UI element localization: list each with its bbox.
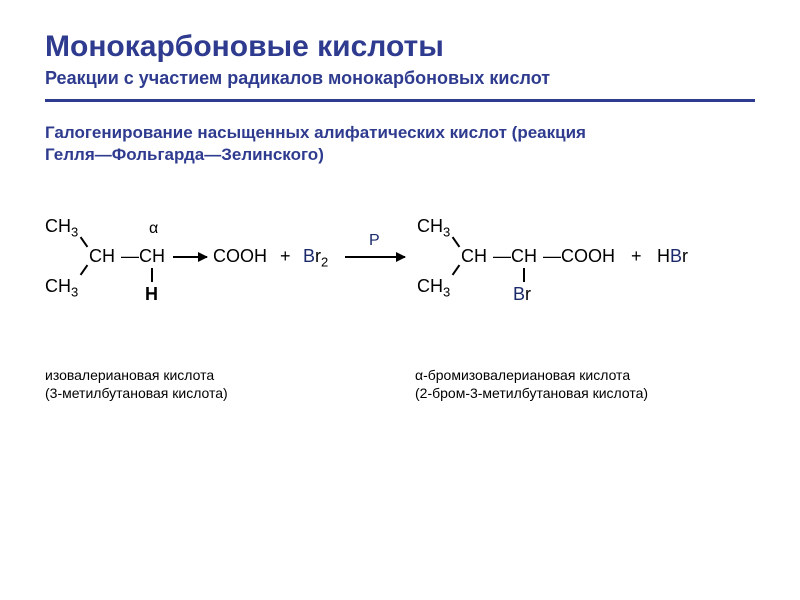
slide-subtitle: Реакции с участием радикалов монокарбоно… xyxy=(45,68,755,89)
alpha-label: α xyxy=(149,220,158,238)
slide-title: Монокарбоновые кислоты xyxy=(45,30,755,64)
right-ch3-top: CH3 xyxy=(417,216,450,240)
reaction-arrow xyxy=(345,256,405,258)
left-ch-mid: CH xyxy=(89,246,115,267)
bond-h xyxy=(151,268,153,282)
left-compound-label: изовалериановая кислота (3-метилбутанова… xyxy=(45,366,228,402)
right-cooh: COOH xyxy=(561,246,615,267)
bond-br xyxy=(523,268,525,282)
left-ch3-bot: CH3 xyxy=(45,276,78,300)
left-ch-alpha: CH xyxy=(139,246,165,267)
right-ch3-bot: CH3 xyxy=(417,276,450,300)
reaction-diagram: CH3 CH3 CH — CH α H COOH + Br2 P CH3 CH3… xyxy=(45,206,755,356)
reaction-name-line1: Галогенирование насыщенных алифатических… xyxy=(45,123,586,142)
bond-1 xyxy=(80,237,89,248)
bond-r2 xyxy=(452,265,461,276)
compound-labels: изовалериановая кислота (3-метилбутанова… xyxy=(45,366,755,446)
title-divider xyxy=(45,99,755,102)
dash-3: — xyxy=(543,246,561,267)
arrow-p-label: P xyxy=(369,232,380,250)
reaction-name: Галогенирование насыщенных алифатических… xyxy=(45,122,755,166)
right-ch-mid: CH xyxy=(461,246,487,267)
dash-1: — xyxy=(121,246,139,267)
bond-2 xyxy=(80,265,89,276)
left-h: H xyxy=(145,284,158,305)
left-ch3-top: CH3 xyxy=(45,216,78,240)
hbr: HBr xyxy=(657,246,688,267)
bond-r1 xyxy=(452,237,461,248)
reaction-name-line2: Гелля—Фольгарда—Зелинского) xyxy=(45,145,324,164)
plus-1: + xyxy=(280,246,291,267)
dash-2: — xyxy=(493,246,511,267)
right-ch-alpha: CH xyxy=(511,246,537,267)
right-br: Br xyxy=(513,284,531,305)
plus-2: + xyxy=(631,246,642,267)
left-cooh: COOH xyxy=(213,246,267,267)
arrow-small-1 xyxy=(173,256,207,258)
br2: Br2 xyxy=(303,246,328,270)
right-compound-label: α-бромизовалериановая кислота (2-бром-3-… xyxy=(415,366,648,402)
